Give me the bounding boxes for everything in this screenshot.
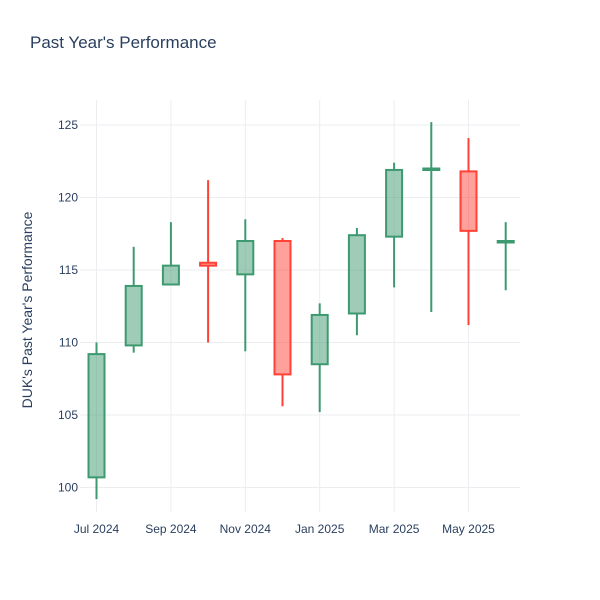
y-tick-label: 110: [59, 336, 78, 350]
y-tick-label: 100: [58, 481, 78, 495]
y-tick-label: 125: [58, 118, 78, 132]
x-tick-label: Sep 2024: [145, 522, 197, 536]
candle-increasing[interactable]: [496, 222, 515, 291]
candle-body: [124, 284, 143, 347]
candle-body: [347, 234, 366, 315]
candle-decreasing[interactable]: [459, 138, 478, 326]
candle-increasing[interactable]: [347, 227, 366, 336]
candle-body: [459, 170, 478, 232]
candle-increasing[interactable]: [87, 342, 106, 500]
candle-body: [236, 240, 255, 276]
candle-body: [199, 261, 218, 267]
x-tick-label: May 2025: [442, 522, 495, 536]
grid-layer: [80, 100, 520, 512]
candle-decreasing[interactable]: [199, 180, 218, 343]
candle-body: [422, 167, 441, 171]
chart-title: Past Year's Performance: [30, 33, 217, 52]
y-tick-label: 115: [59, 263, 78, 277]
y-tick-label: 105: [58, 408, 78, 422]
candle-layer: [87, 122, 515, 500]
y-axis-title: DUK's Past Year's Performance: [19, 211, 35, 408]
y-tick-labels: 100 105 110 115 120 125: [58, 118, 78, 495]
candle-body: [161, 264, 180, 286]
candle-body: [496, 240, 515, 244]
x-tick-label: Nov 2024: [220, 522, 272, 536]
candle-increasing[interactable]: [310, 303, 329, 413]
candle-body: [87, 353, 106, 479]
candle-increasing[interactable]: [124, 246, 143, 353]
candle-body: [385, 168, 404, 238]
candle-decreasing[interactable]: [273, 238, 292, 407]
candle-increasing[interactable]: [161, 222, 180, 286]
x-tick-label: Mar 2025: [369, 522, 420, 536]
x-tick-label: Jan 2025: [295, 522, 345, 536]
candle-increasing[interactable]: [236, 219, 255, 352]
x-tick-labels: Jul 2024 Sep 2024 Nov 2024 Jan 2025 Mar 2025…: [74, 522, 495, 536]
y-tick-label: 120: [58, 191, 78, 205]
candle-increasing[interactable]: [385, 162, 404, 288]
candle-increasing[interactable]: [422, 122, 441, 313]
x-tick-label: Jul 2024: [74, 522, 120, 536]
candle-body: [310, 313, 329, 366]
candle-body: [273, 240, 292, 376]
